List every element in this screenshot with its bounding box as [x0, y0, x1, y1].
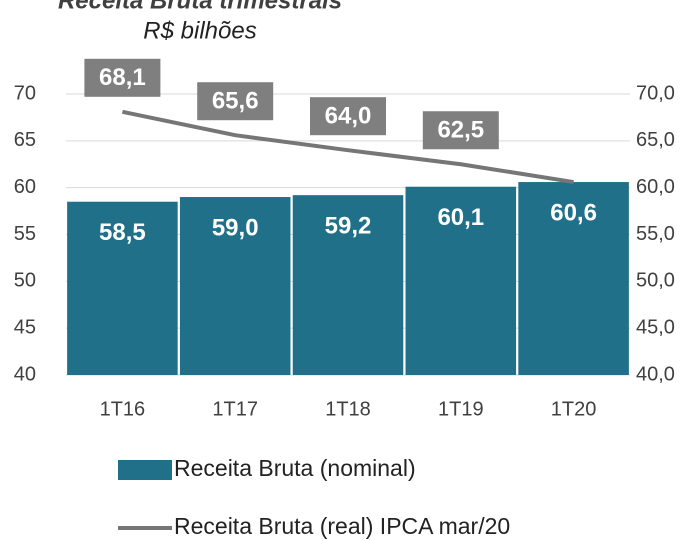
legend-label: Receita Bruta (nominal): [174, 455, 416, 481]
chart-subtitle: R$ bilhões: [143, 17, 256, 44]
legend-label: Receita Bruta (real) IPCA mar/20: [174, 513, 510, 539]
x-tick-label: 1T20: [551, 398, 597, 420]
y-tick-label: 55: [14, 223, 36, 245]
chart-title: Receita Bruta trimestrais: [58, 0, 342, 14]
y2-tick-label: 70,0: [636, 82, 675, 104]
line-value-label: 64,0: [325, 103, 372, 130]
line-label-box: [422, 111, 499, 150]
line-value-label: 68,1: [99, 64, 146, 91]
bar-value-label: 60,1: [437, 204, 484, 231]
line-label-box: [84, 58, 161, 97]
y-tick-label: 60: [14, 176, 36, 198]
y-tick-label: 45: [14, 316, 36, 338]
line-value-label: 65,6: [212, 88, 259, 115]
bar: [67, 201, 178, 375]
bar: [292, 195, 404, 375]
legend-swatch: [118, 460, 172, 480]
line-value-label: 62,5: [437, 117, 484, 144]
y-tick-label: 40: [14, 363, 36, 385]
x-tick-label: 1T17: [212, 398, 258, 420]
line-label-box: [310, 97, 386, 136]
line: [121, 109, 574, 185]
bar: [405, 186, 517, 375]
y2-tick-label: 60,0: [636, 176, 675, 198]
bar-value-label: 59,0: [212, 214, 259, 241]
bar: [179, 197, 291, 375]
x-tick-label: 1T16: [100, 398, 146, 420]
bar: [518, 182, 629, 375]
bar-value-label: 58,5: [99, 219, 146, 246]
x-tick-label: 1T18: [325, 398, 371, 420]
y2-tick-label: 55,0: [636, 223, 675, 245]
bar-value-label: 59,2: [325, 213, 372, 240]
y2-tick-label: 65,0: [636, 129, 675, 151]
y2-tick-label: 45,0: [636, 316, 675, 338]
y2-tick-label: 40,0: [636, 363, 675, 385]
y-tick-label: 65: [14, 129, 36, 151]
line-label-box: [197, 82, 274, 121]
y-tick-label: 70: [14, 82, 36, 104]
bar-value-label: 60,6: [550, 199, 597, 226]
y-tick-label: 50: [14, 270, 36, 292]
x-tick-label: 1T19: [438, 398, 484, 420]
y2-tick-label: 50,0: [636, 270, 675, 292]
